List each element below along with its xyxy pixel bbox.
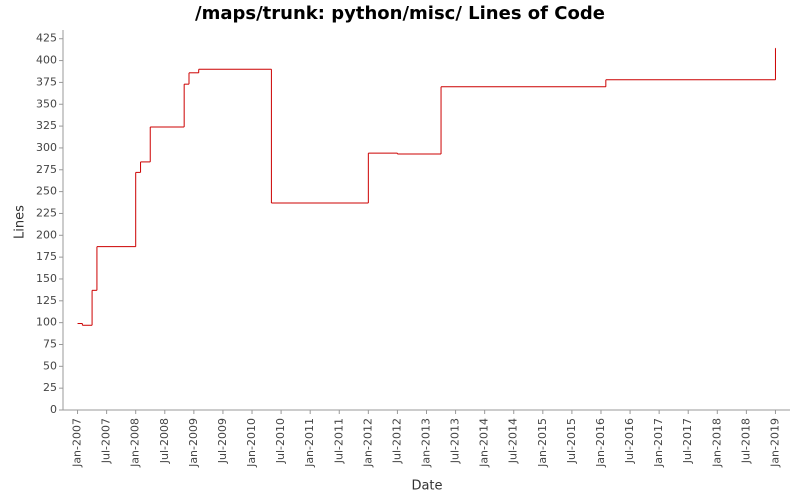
- y-tick-label: 75: [43, 337, 57, 350]
- x-tick-label: Jul-2008: [158, 418, 171, 464]
- y-tick-label: 325: [36, 119, 57, 132]
- x-tick-label: Jan-2013: [420, 418, 433, 468]
- x-tick-label: Jan-2016: [594, 418, 607, 468]
- x-tick-label: Jan-2007: [71, 418, 84, 468]
- x-tick-label: Jan-2010: [245, 418, 258, 468]
- x-tick-label: Jan-2012: [361, 418, 374, 468]
- x-tick-label: Jan-2008: [129, 418, 142, 468]
- x-tick-label: Jul-2016: [623, 418, 636, 464]
- y-tick-label: 425: [36, 32, 57, 45]
- y-tick-label: 25: [43, 381, 57, 394]
- y-axis-label: Lines: [13, 205, 28, 239]
- y-tick-label: 350: [36, 97, 57, 110]
- x-tick-label: Jan-2014: [478, 418, 491, 468]
- x-tick-label: Jan-2019: [768, 418, 781, 468]
- x-tick-label: Jul-2013: [449, 418, 462, 464]
- y-tick-label: 250: [36, 185, 57, 198]
- x-tick-label: Jan-2009: [187, 418, 200, 468]
- x-tick-label: Jul-2015: [565, 418, 578, 464]
- y-tick-label: 400: [36, 54, 57, 67]
- x-tick-label: Jan-2018: [710, 418, 723, 468]
- x-tick-label: Jul-2014: [507, 418, 520, 464]
- y-tick-label: 125: [36, 294, 57, 307]
- x-tick-label: Jul-2018: [739, 418, 752, 464]
- x-tick-label: Jul-2010: [274, 418, 287, 464]
- y-tick-label: 375: [36, 75, 57, 88]
- y-tick-label: 0: [50, 403, 57, 416]
- y-tick-label: 175: [36, 250, 57, 263]
- y-tick-label: 100: [36, 316, 57, 329]
- x-tick-label: Jul-2007: [100, 418, 113, 464]
- y-tick-label: 50: [43, 359, 57, 372]
- x-tick-label: Jul-2017: [681, 418, 694, 464]
- y-tick-label: 225: [36, 206, 57, 219]
- y-tick-label: 200: [36, 228, 57, 241]
- chart-title: /maps/trunk: python/misc/ Lines of Code: [195, 3, 605, 24]
- x-axis-label: Date: [411, 479, 442, 494]
- x-tick-label: Jan-2015: [536, 418, 549, 468]
- x-tick-label: Jan-2017: [652, 418, 665, 468]
- x-tick-label: Jul-2011: [332, 418, 345, 464]
- y-tick-label: 300: [36, 141, 57, 154]
- y-tick-label: 275: [36, 163, 57, 176]
- x-tick-label: Jul-2012: [390, 418, 403, 464]
- x-tick-label: Jan-2011: [303, 418, 316, 468]
- y-tick-label: 150: [36, 272, 57, 285]
- x-tick-label: Jul-2009: [216, 418, 229, 464]
